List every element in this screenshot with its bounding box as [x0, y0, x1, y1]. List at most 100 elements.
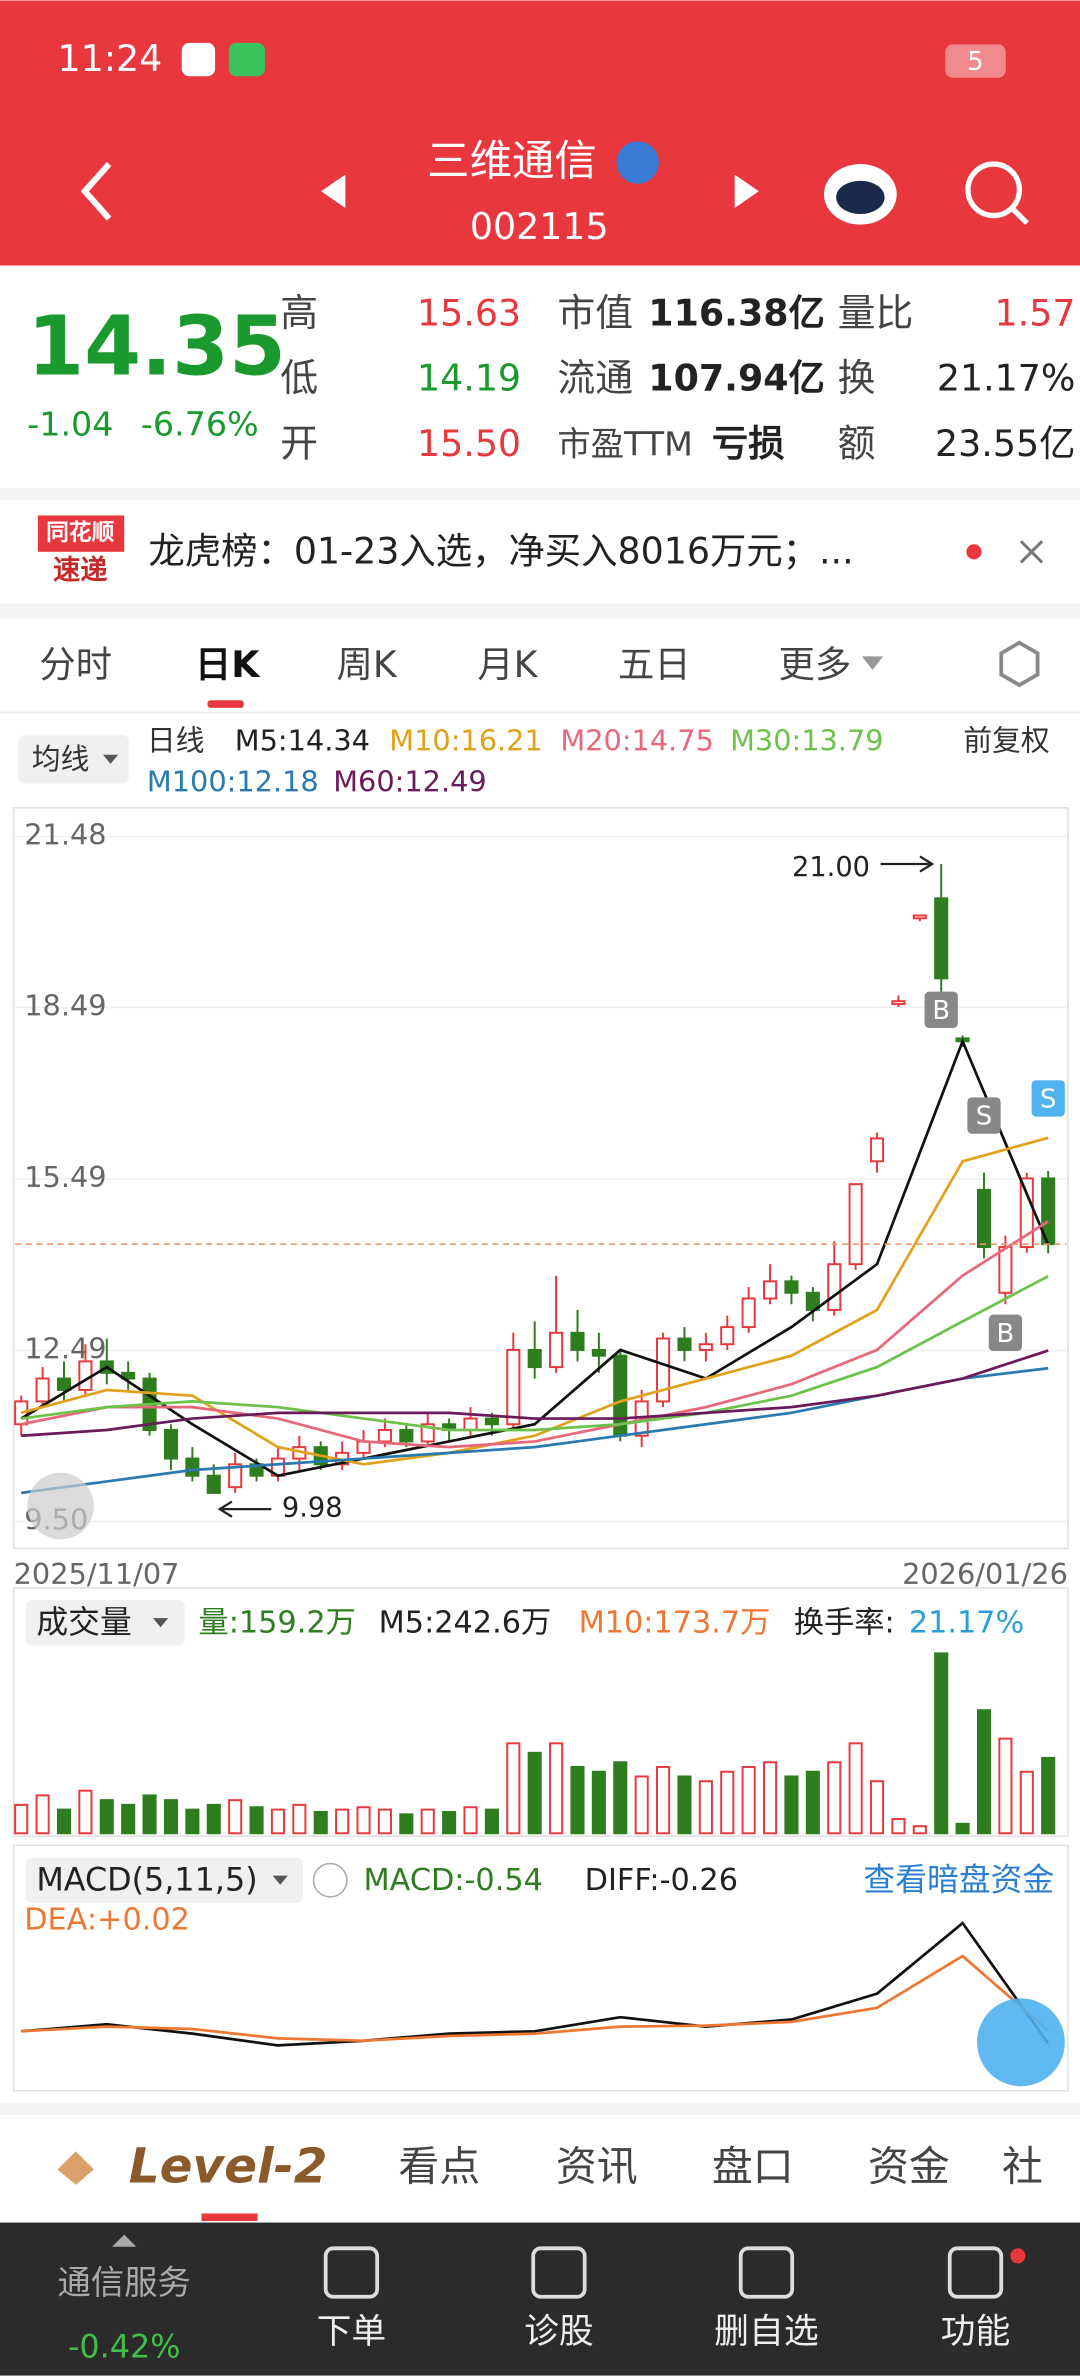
bottom-tab[interactable]: 资金 — [868, 2143, 950, 2191]
nav-item[interactable]: 诊股 — [524, 2312, 594, 2352]
candle-body — [1019, 1177, 1034, 1249]
volume-bar — [591, 1770, 606, 1835]
volume-bar — [163, 1799, 179, 1835]
candle-body — [998, 1246, 1013, 1294]
tip-button[interactable] — [976, 1998, 1065, 2087]
volume-legend: 换手率: — [794, 1606, 895, 1641]
volume-bar — [698, 1780, 713, 1835]
adjust-mode[interactable]: 前复权 — [963, 724, 1049, 758]
low-arrow — [217, 1500, 272, 1518]
ma-line — [21, 1349, 1049, 1438]
nav-icon — [947, 2246, 1004, 2299]
volume-bar — [228, 1799, 243, 1835]
macd-value: MACD:-0.54 — [364, 1863, 543, 1898]
search-button[interactable] — [965, 161, 1023, 219]
low-label: 9.98 — [282, 1493, 343, 1524]
ma-legend: M10:16.21 — [389, 724, 542, 758]
volume-bar — [848, 1742, 863, 1835]
candle-body — [549, 1331, 564, 1369]
nav-item[interactable]: 下单 — [317, 2312, 387, 2352]
stat-label: 高 — [280, 291, 318, 335]
candle-body — [848, 1183, 863, 1266]
nav-item[interactable]: 删自选 — [714, 2312, 818, 2352]
period-tab[interactable]: 周K — [336, 643, 397, 686]
period-tab[interactable]: 分时 — [39, 643, 112, 686]
stat-value: 15.63 — [417, 292, 521, 335]
candle-body — [827, 1263, 842, 1311]
candle-body — [185, 1457, 200, 1477]
news-text[interactable]: 龙虎榜：01-23入选，净买入8016万元；... — [148, 529, 853, 572]
sector-caret — [112, 2234, 137, 2247]
help-icon[interactable] — [312, 1862, 348, 1898]
nav-item[interactable]: 功能 — [941, 2312, 1011, 2352]
stat-value: 亏损 — [712, 422, 785, 465]
bottom-tab[interactable]: 看点 — [398, 2143, 480, 2191]
news-close[interactable] — [1019, 540, 1044, 564]
candle-body — [78, 1360, 93, 1391]
ma-line — [21, 1274, 1049, 1432]
prev-stock[interactable] — [321, 174, 346, 208]
app-icon — [181, 42, 216, 77]
period-tab[interactable]: 日K — [195, 643, 261, 686]
bottom-tab[interactable]: 盘口 — [712, 2143, 794, 2191]
stock-name: 三维通信 — [427, 138, 597, 187]
macd-line — [21, 1954, 1050, 2043]
period-tab[interactable]: 月K — [477, 643, 538, 686]
bottom-tab[interactable]: Level-2 — [129, 2139, 328, 2195]
volume-bar — [741, 1766, 756, 1835]
dark-pool-link[interactable]: 查看暗盘资金 — [863, 1862, 1054, 1899]
ma-selector[interactable] — [18, 735, 129, 784]
volume-legend: 量:159.2万 — [198, 1606, 355, 1641]
ma-line — [20, 1136, 1049, 1466]
volume-bar — [827, 1761, 842, 1835]
candle-body — [912, 914, 927, 920]
volume-bar — [656, 1766, 671, 1835]
indicator-selector[interactable] — [25, 1857, 303, 1903]
trade-marker-label: S — [1040, 1084, 1056, 1114]
volume-bar — [249, 1806, 264, 1835]
period-tabs: 分时 日K 周K 月K 五日 更多 — [39, 643, 884, 686]
sector-name[interactable]: 通信服务 — [58, 2263, 191, 2302]
divider — [0, 603, 1080, 619]
bottom-tab[interactable]: 社 — [1002, 2143, 1043, 2191]
settings-button[interactable] — [999, 640, 1040, 688]
high-arrow — [880, 855, 935, 873]
candle-body — [934, 897, 949, 980]
period-tab[interactable]: 更多 — [779, 643, 852, 686]
back-button[interactable] — [80, 162, 112, 221]
tab-indicator — [201, 2213, 258, 2222]
stat-label: 量比 — [838, 291, 914, 335]
macd-legend: DIFF:-0.26 — [585, 1863, 738, 1898]
volume-bar — [805, 1770, 820, 1835]
volume-bar — [784, 1775, 799, 1835]
candle-body — [698, 1343, 713, 1351]
candle-body — [377, 1429, 392, 1443]
volume-bar — [463, 1806, 478, 1835]
trade-marker-label: S — [976, 1102, 992, 1132]
volume-bar — [121, 1803, 136, 1835]
collapse-button[interactable] — [27, 1472, 94, 1540]
stock-code: 002115 — [470, 205, 609, 248]
volume-bar — [527, 1751, 542, 1835]
volume-legend: M10:173.7万 — [579, 1606, 771, 1641]
volume-bar — [1041, 1756, 1056, 1835]
assistant-face — [836, 180, 885, 215]
app-icon — [228, 42, 266, 77]
battery-level: 5 — [967, 47, 983, 77]
bottom-tab[interactable]: 资讯 — [556, 2143, 638, 2191]
period-tab[interactable]: 五日 — [618, 643, 691, 686]
stat-value: 14.19 — [417, 357, 521, 400]
notify-dot — [1010, 2248, 1026, 2264]
period-label: 日线 — [147, 724, 205, 758]
volume-bar — [206, 1803, 221, 1835]
volume-bar — [955, 1822, 970, 1835]
candle-body — [976, 1188, 992, 1249]
change-pct: -6.76% — [141, 405, 259, 444]
ma-mode[interactable]: 均线 — [32, 742, 90, 776]
indicator-selector[interactable] — [25, 1600, 185, 1646]
volume-bar — [549, 1742, 564, 1835]
next-stock[interactable] — [734, 174, 759, 208]
y-tick-label: 15.49 — [24, 1160, 106, 1194]
